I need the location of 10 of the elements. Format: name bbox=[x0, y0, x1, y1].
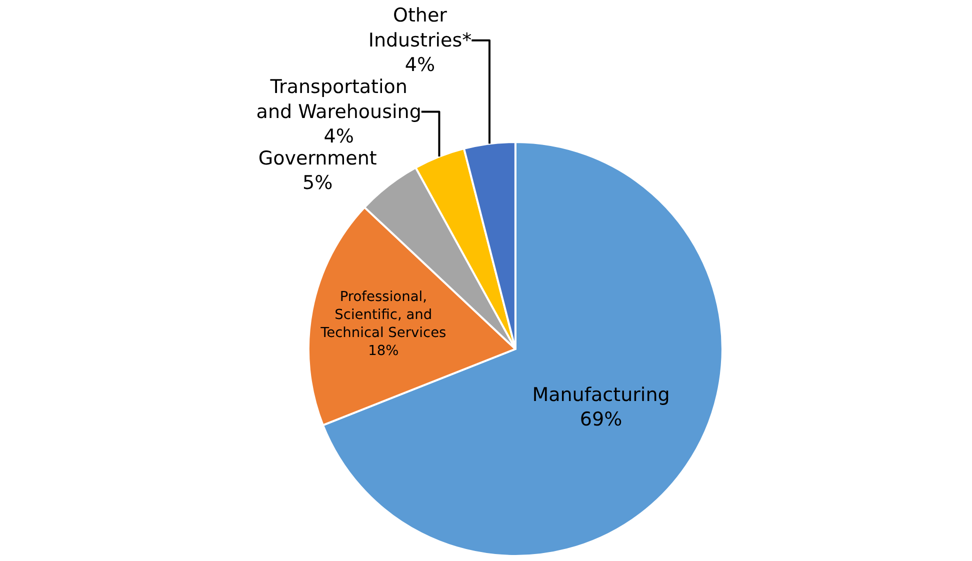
data-label: 18% bbox=[368, 342, 399, 359]
slice-label: Other Industries* bbox=[368, 4, 472, 52]
slice-label: Professional, Scientific, and Technical Services bbox=[320, 289, 446, 342]
slice-label: Manufacturing bbox=[532, 384, 670, 406]
data-label: 4% bbox=[404, 54, 436, 76]
slice-label: Government bbox=[258, 148, 377, 170]
data-label: 5% bbox=[302, 172, 333, 194]
data-label: 4% bbox=[324, 126, 354, 148]
data-label: 69% bbox=[580, 408, 622, 431]
slice-label: Transportation and Warehousing bbox=[256, 76, 422, 123]
